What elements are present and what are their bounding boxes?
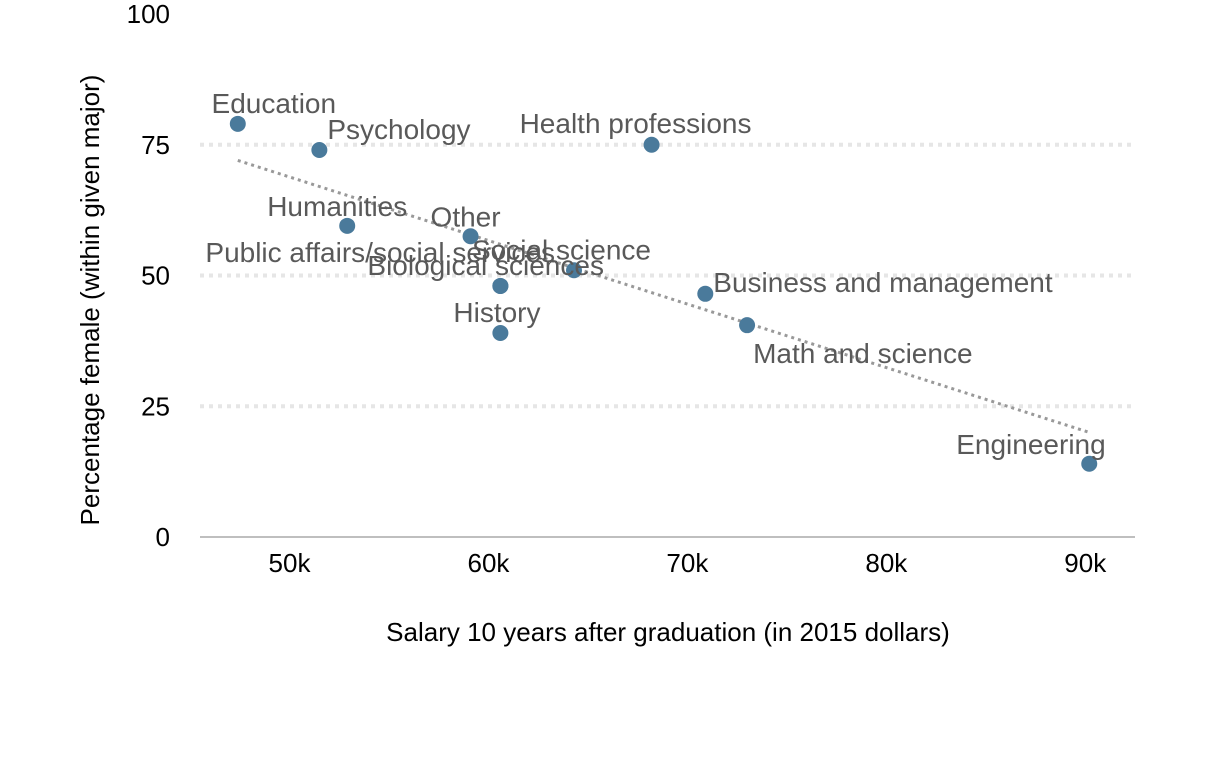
data-point-label: Other <box>431 201 501 232</box>
data-point <box>229 115 246 132</box>
data-point <box>462 228 479 245</box>
y-tick-label: 50 <box>141 261 170 291</box>
data-point <box>492 325 509 342</box>
x-tick-label: 50k <box>269 548 312 578</box>
data-point-label: Psychology <box>327 114 470 145</box>
data-point <box>1081 455 1098 472</box>
gridlines <box>200 142 1135 538</box>
data-point <box>311 141 328 158</box>
trendline <box>237 159 1090 434</box>
data-point-label: Engineering <box>956 429 1105 460</box>
x-tick-label: 70k <box>666 548 709 578</box>
x-tick-label: 90k <box>1064 548 1107 578</box>
data-point <box>492 277 509 294</box>
data-point <box>697 285 714 302</box>
y-tick-label: 25 <box>141 391 170 421</box>
data-point <box>339 217 356 234</box>
data-point <box>739 317 756 334</box>
data-point-label: Math and science <box>753 338 972 369</box>
x-tick-label: 60k <box>467 548 510 578</box>
data-point-label: Biological sciences <box>367 250 604 281</box>
data-point-label: Education <box>212 88 337 119</box>
y-tick-label: 0 <box>156 522 170 552</box>
x-axis-ticks: 50k 60k 70k 80k 90k <box>269 548 1108 578</box>
x-tick-label: 80k <box>865 548 908 578</box>
data-point-label: Public affairs/social services <box>205 237 555 268</box>
y-tick-label: 75 <box>141 130 170 160</box>
trendline-group <box>237 159 1090 434</box>
data-point-label: Humanities <box>267 191 407 222</box>
data-point-label: Social science <box>472 234 651 265</box>
data-point <box>566 262 582 279</box>
data-point-label: History <box>453 297 540 328</box>
y-axis-title: Percentage female (within given major) <box>75 75 105 526</box>
data-point-label: Business and management <box>713 267 1053 298</box>
y-tick-label: 100 <box>127 0 170 29</box>
data-points <box>229 115 1098 472</box>
data-point <box>643 136 660 153</box>
x-axis-title: Salary 10 years after graduation (in 201… <box>386 617 950 647</box>
y-axis-ticks: 0 25 50 75 100 <box>127 0 170 552</box>
data-point-label: Health professions <box>520 108 752 139</box>
